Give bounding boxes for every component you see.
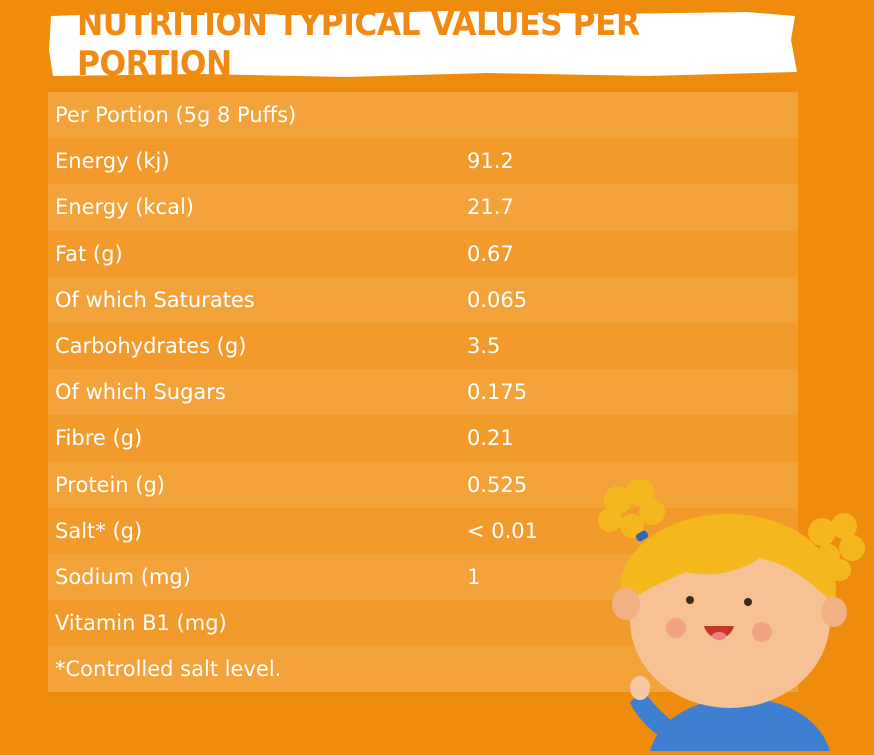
row-value: 21.7 — [467, 195, 514, 220]
row-value: 0.67 — [467, 241, 514, 266]
table-row: Of which Saturates 0.065 — [48, 276, 798, 323]
row-label: Of which Saturates — [55, 287, 255, 312]
row-label: Of which Sugars — [55, 380, 226, 405]
row-value: 0.21 — [467, 426, 514, 451]
row-value: 3.5 — [467, 334, 501, 359]
row-label: Protein (g) — [55, 472, 166, 497]
table-row: Protein (g) 0.525 — [48, 461, 798, 508]
title-banner: NUTRITION TYPICAL VALUES PER PORTION — [47, 4, 798, 84]
table-row: Energy (kcal) 21.7 — [48, 184, 798, 231]
girl-illustration — [590, 478, 874, 751]
row-value: 0.525 — [467, 472, 528, 497]
table-row: Fat (g) 0.67 — [48, 230, 798, 277]
row-label: Carbohydrates (g) — [55, 334, 247, 359]
table-row: Fibre (g) 0.21 — [48, 415, 798, 462]
row-value: 1 — [467, 564, 481, 589]
row-label: Energy (kcal) — [55, 195, 194, 220]
table-row: Of which Sugars 0.175 — [48, 369, 798, 416]
row-label: Fat (g) — [55, 241, 123, 266]
table-row: Carbohydrates (g) 3.5 — [48, 322, 798, 370]
row-label: Sodium (mg) — [55, 564, 191, 589]
row-label: Per Portion (5g 8 Puffs) — [55, 103, 297, 128]
page-title: NUTRITION TYPICAL VALUES PER PORTION — [77, 4, 640, 84]
row-value: 0.065 — [467, 287, 528, 312]
banner-shape — [49, 11, 797, 77]
row-label: Energy (kj) — [55, 149, 170, 174]
row-value: 91.2 — [467, 149, 514, 174]
row-label: Fibre (g) — [55, 426, 143, 451]
row-value: 0.175 — [467, 380, 528, 405]
footnote-label: *Controlled salt level. — [55, 657, 282, 682]
row-label: Salt* (g) — [55, 518, 143, 543]
table-row: Energy (kj) 91.2 — [48, 138, 798, 185]
row-label: Vitamin B1 (mg) — [55, 611, 227, 636]
table-row: Per Portion (5g 8 Puffs) — [48, 92, 798, 139]
row-value: < 0.01 — [467, 518, 539, 543]
